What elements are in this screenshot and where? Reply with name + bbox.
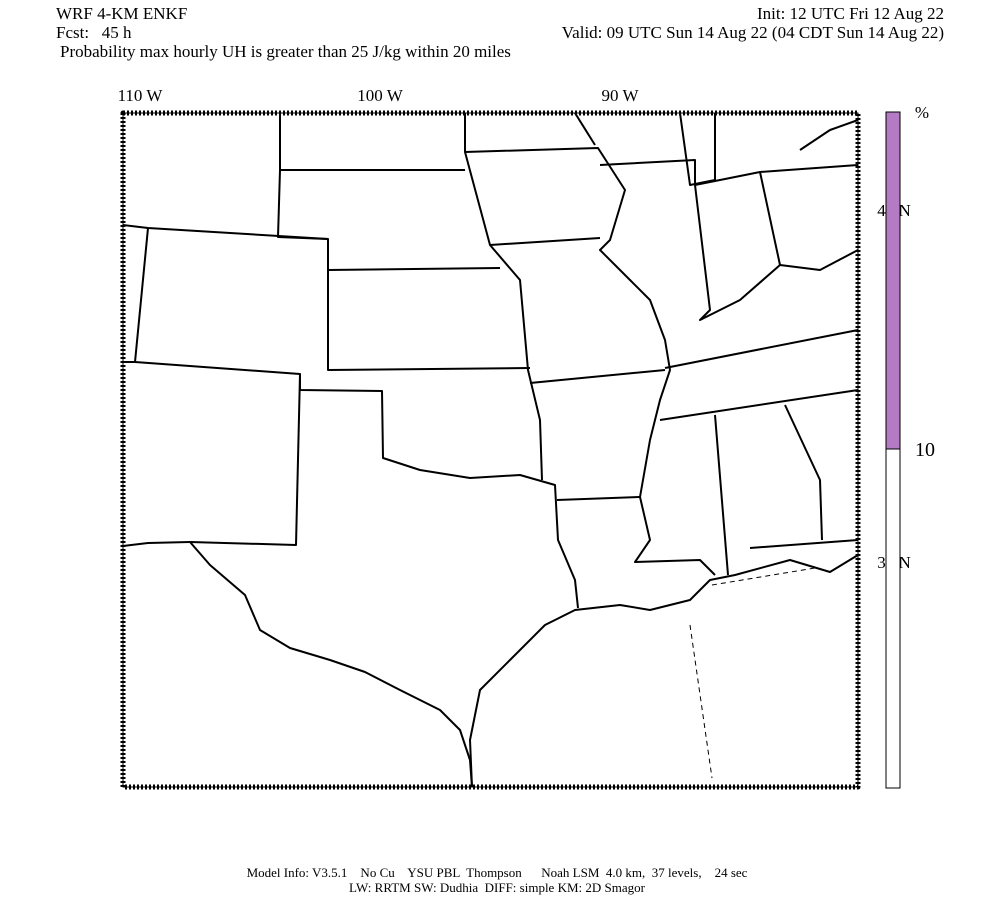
init-time: Init: 12 UTC Fri 12 Aug 22 — [757, 4, 944, 23]
map-outlines — [120, 110, 861, 790]
colorbar-level: 10 — [915, 439, 935, 461]
lon-label: 110 W — [118, 86, 164, 105]
map-title: Probability max hourly UH is greater tha… — [60, 42, 511, 61]
forecast-hour: Fcst: 45 h — [56, 23, 132, 42]
lon-label: 90 W — [602, 86, 640, 105]
model-name: WRF 4-KM ENKF — [56, 4, 187, 23]
colorbar-bin — [885, 111, 901, 450]
lon-label: 100 W — [357, 86, 403, 105]
valid-time: Valid: 09 UTC Sun 14 Aug 22 (04 CDT Sun … — [562, 23, 944, 42]
model-info: Model Info: V3.5.1 No Cu YSU PBL Thompso… — [247, 865, 748, 880]
colorbar-bin — [885, 448, 901, 789]
colorbar-unit: % — [915, 103, 929, 122]
model-info: LW: RRTM SW: Dudhia DIFF: simple KM: 2D … — [349, 880, 646, 895]
